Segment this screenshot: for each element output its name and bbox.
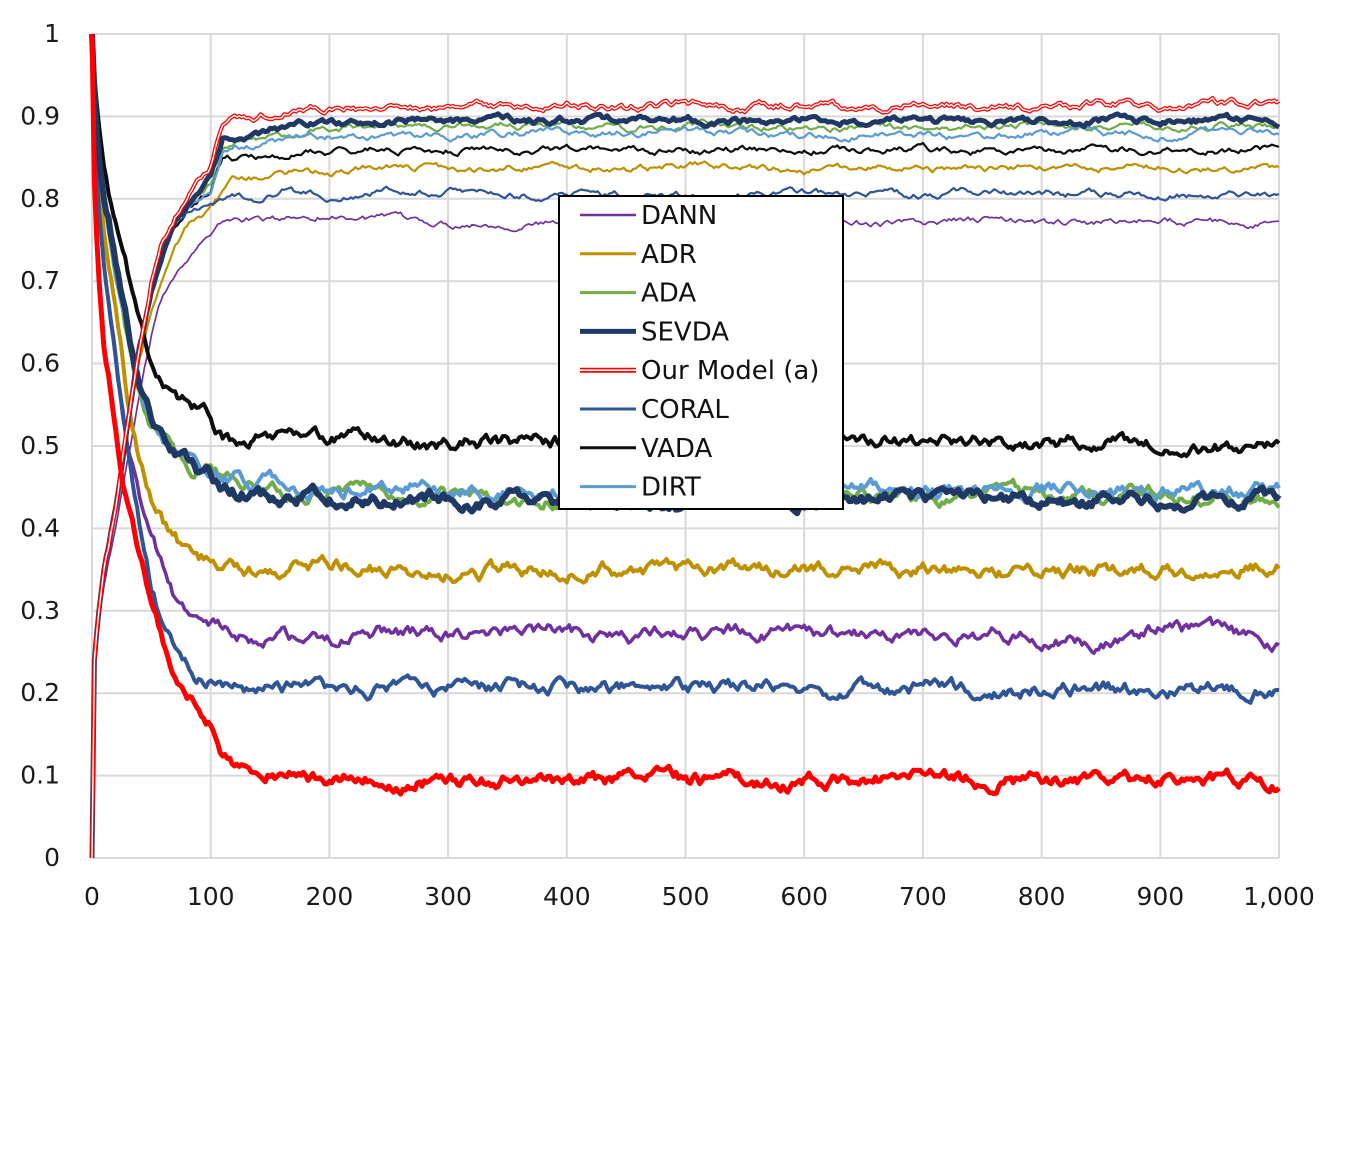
- x-tick-label: 700: [899, 882, 947, 911]
- legend: DANN ADR ADA SEVDA Our Model (a) CORAL VADA DIR…: [558, 195, 844, 510]
- series-lines: [89, 33, 1282, 859]
- x-tick-label: 200: [306, 882, 354, 911]
- x-tick-label: 300: [424, 882, 472, 911]
- x-tick-label: 100: [187, 882, 235, 911]
- x-tick-label: 500: [662, 882, 710, 911]
- legend-label: DANN: [641, 201, 717, 231]
- y-tick-label: 0.6: [20, 349, 60, 378]
- series-line-our-model-a--loss: [89, 33, 1281, 797]
- series-line-adr-accuracy: [90, 160, 1280, 859]
- y-tick-label: 1: [44, 19, 60, 48]
- axis-tick-labels: 0 0.1 0.2 0.3 0.4 0.5 0.6 0.7 0.8 0.9 1 0 100 200 300 4…: [20, 19, 1315, 911]
- legend-box: [558, 195, 844, 510]
- legend-label: ADA: [641, 279, 696, 309]
- y-tick-label: 0.1: [20, 761, 60, 790]
- y-tick-label: 0.7: [20, 266, 60, 295]
- x-tick-label: 0: [84, 882, 100, 911]
- y-tick-label: 0.4: [20, 513, 60, 542]
- y-tick-label: 0.5: [20, 431, 60, 460]
- legend-label: VADA: [641, 434, 712, 464]
- x-tick-label: 600: [780, 882, 828, 911]
- y-tick-label: 0.8: [20, 184, 60, 213]
- x-tick-label: 900: [1136, 882, 1184, 911]
- y-tick-label: 0.3: [20, 596, 60, 625]
- series-line-coral-loss: [90, 33, 1280, 705]
- series-line-sevda-accuracy: [89, 111, 1281, 859]
- legend-label: DIRT: [641, 473, 701, 503]
- legend-label: CORAL: [641, 395, 729, 425]
- legend-label: ADR: [641, 240, 697, 270]
- series-line-dann-loss: [90, 33, 1280, 656]
- series-line-adr-loss: [90, 33, 1281, 585]
- y-tick-label: 0.9: [20, 101, 60, 130]
- y-tick-label: 0: [44, 843, 60, 872]
- x-tick-label: 800: [1018, 882, 1066, 911]
- x-tick-label: 1,000: [1243, 882, 1315, 911]
- legend-label: SEVDA: [641, 317, 729, 347]
- y-tick-label: 0.2: [20, 678, 60, 707]
- series-line-vada-accuracy: [90, 141, 1280, 859]
- x-tick-label: 400: [543, 882, 591, 911]
- series-line-inner: [91, 97, 1280, 859]
- legend-label: Our Model (a): [641, 356, 819, 386]
